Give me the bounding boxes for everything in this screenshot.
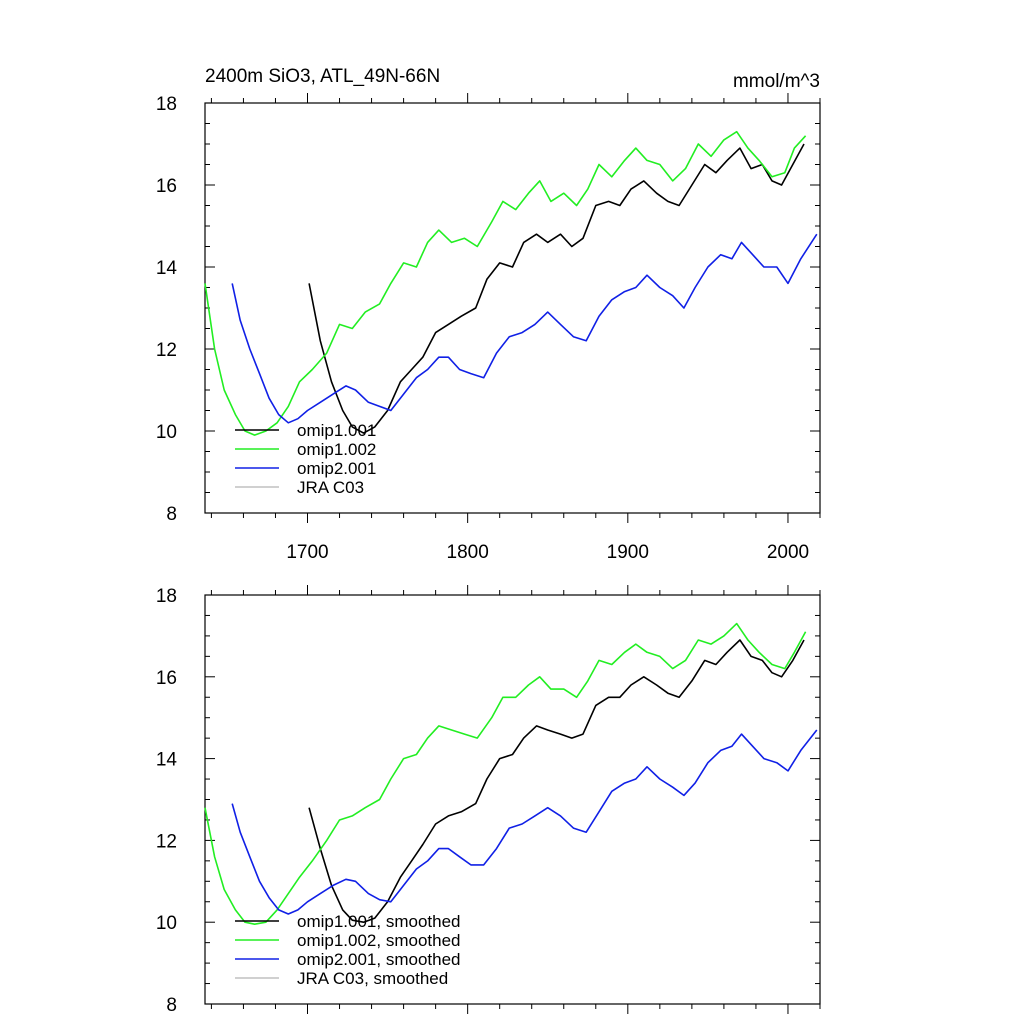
units-label: mmol/m^3 [733, 71, 820, 92]
y-tick-label: 16 [156, 668, 177, 689]
x-tick-label: 2000 [767, 542, 809, 563]
legend-label: JRA C03, smoothed [297, 969, 448, 988]
x-tick-label: 1700 [286, 542, 328, 563]
series-line-2 [204, 130, 807, 436]
y-tick-label: 8 [166, 995, 177, 1016]
legend-label: omip2.001, smoothed [297, 950, 461, 969]
legend-label: omip1.001 [297, 421, 376, 440]
y-tick-label: 18 [156, 586, 177, 607]
legend-label: omip1.002, smoothed [297, 931, 461, 950]
x-tick-label: 1800 [447, 542, 489, 563]
x-tick-label: 1900 [607, 542, 649, 563]
series-line-1 [308, 143, 805, 434]
series-line-1 [308, 639, 805, 924]
legend-label: omip1.002 [297, 440, 376, 459]
y-tick-label: 10 [156, 913, 177, 934]
y-tick-label: 12 [156, 340, 177, 361]
legend-label: omip2.001 [297, 459, 376, 478]
y-tick-label: 16 [156, 176, 177, 197]
chart-panel-bottom: 8 10 12 14 16 18 omip1.001, smoothedomip1.002,… [156, 585, 821, 1016]
legend-label: omip1.001, smoothed [297, 912, 461, 931]
y-tick-label: 12 [156, 831, 177, 852]
y-tick-label: 14 [156, 258, 178, 279]
y-tick-label: 14 [156, 750, 178, 771]
chart-title: 2400m SiO3, ATL_49N-66N [205, 66, 440, 87]
series-line-3 [231, 233, 818, 424]
y-tick-label: 8 [166, 504, 177, 525]
legend-label: JRA C03 [297, 478, 364, 497]
y-tick-label: 10 [156, 422, 177, 443]
y-tick-label: 18 [156, 94, 177, 115]
series-line-3 [231, 729, 818, 915]
series-line-2 [204, 622, 807, 926]
